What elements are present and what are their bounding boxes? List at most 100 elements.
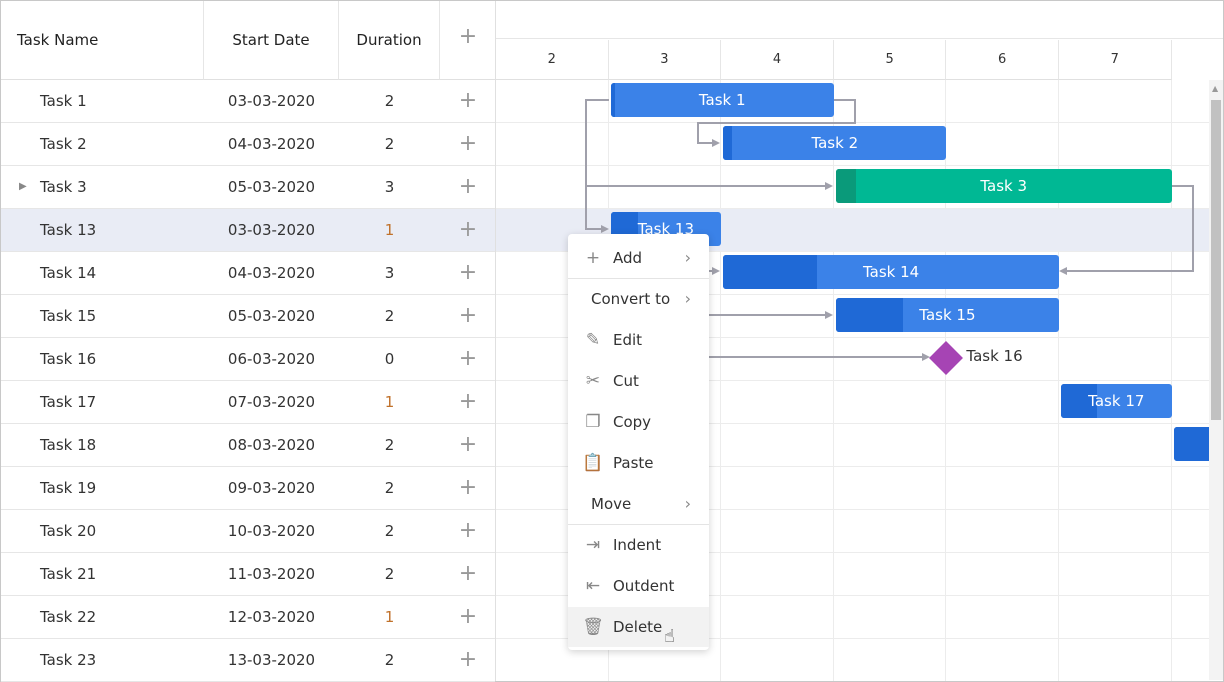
menu-item-indent[interactable]: ⇥ Indent [568,525,709,565]
add-row-icon[interactable]: + [458,88,478,113]
progress-fill [610,83,616,117]
start-date-cell: 09-03-2020 [227,479,316,497]
add-row-icon[interactable]: + [458,260,478,285]
task-name-cell: Task 16 [40,350,97,368]
grid-row-line [496,337,1223,338]
table-row[interactable]: Task 13 03-03-2020 1 + [1,209,495,252]
duration-cell: 2 [384,436,395,454]
task-bar-label: Task 3 [980,177,1028,195]
table-row[interactable]: Task 14 04-03-2020 3 + [1,252,495,295]
menu-item-label: Convert to [591,290,671,308]
menu-item-convert-to[interactable]: Convert to › [568,279,709,319]
table-row[interactable]: Task 19 09-03-2020 2 + [1,467,495,510]
menu-item-delete[interactable]: 🗑 Delete ☝ [568,607,709,647]
add-row-icon[interactable]: + [458,475,478,500]
grid-row-line [496,466,1223,467]
connector-task1-task13 [585,186,602,230]
table-row[interactable]: Task 2 04-03-2020 2 + [1,123,495,166]
header-task-name[interactable]: Task Name [1,1,204,80]
duration-cell: 1 [384,608,395,626]
table-row[interactable]: Task 16 06-03-2020 0 + [1,338,495,381]
table-row[interactable]: Task 18 08-03-2020 2 + [1,424,495,467]
outdent-icon: ⇤ [585,576,601,596]
scroll-up-arrow-icon[interactable]: ▲ [1212,84,1219,93]
scrollbar-thumb[interactable] [1211,100,1221,420]
table-row[interactable]: Task 17 07-03-2020 1 + [1,381,495,424]
table-row[interactable]: Task 1 03-03-2020 2 + [1,80,495,123]
table-row[interactable]: ▶ Task 3 05-03-2020 3 + [1,166,495,209]
task-bar[interactable]: Task 17 [1061,384,1172,418]
add-row-icon[interactable]: + [458,346,478,371]
grid-row-line [496,208,1223,209]
duration-cell: 3 [384,178,395,196]
progress-fill [835,298,903,332]
start-date-cell: 03-03-2020 [227,221,316,239]
progress-fill [723,126,733,160]
menu-item-label: Cut [613,372,639,390]
duration-cell: 2 [384,522,395,540]
grid-row-line [496,423,1223,424]
start-date-cell: 07-03-2020 [227,393,316,411]
timeline-day-header: 6 [946,40,1059,80]
menu-item-move[interactable]: Move › [568,484,709,524]
add-row-icon[interactable]: + [458,389,478,414]
menu-item-paste[interactable]: 📋 Paste [568,443,709,483]
table-row[interactable]: Task 22 12-03-2020 1 + [1,596,495,639]
task-name-cell: Task 18 [40,436,97,454]
start-date-cell: 13-03-2020 [227,651,316,669]
grid-row-line [496,251,1223,252]
task-name-cell: Task 19 [40,479,97,497]
start-date-cell: 11-03-2020 [227,565,316,583]
menu-item-add[interactable]: + Add › [568,238,709,278]
start-date-cell: 06-03-2020 [227,350,316,368]
table-row[interactable]: Task 21 11-03-2020 2 + [1,553,495,596]
expand-arrow-icon[interactable]: ▶ [19,181,27,192]
clipboard-icon: 📋 [582,453,604,473]
task-bar-label: Task 14 [862,263,920,281]
timeline-day-header: 7 [1059,40,1172,80]
task-bar-label: Task 1 [698,91,746,109]
add-row-icon[interactable]: + [458,174,478,199]
vertical-scrollbar[interactable]: ▲ [1209,80,1223,680]
menu-item-copy[interactable]: ❐ Copy [568,402,709,442]
menu-item-label: Paste [613,454,654,472]
table-row[interactable]: Task 23 13-03-2020 2 + [1,639,495,682]
add-row-icon[interactable]: + [458,604,478,629]
task-bar[interactable]: Task 14 [723,255,1059,289]
menu-item-edit[interactable]: ✎ Edit [568,320,709,360]
duration-cell: 2 [384,651,395,669]
task-bar[interactable]: Task 3 [835,169,1172,203]
timeline-day-header: 2 [496,40,609,80]
milestone-label: Task 16 [966,347,1023,365]
connector-task1-task3 [585,99,826,187]
task-bar[interactable]: Task 1 [610,83,834,117]
duration-cell: 2 [384,307,395,325]
add-row-icon[interactable]: + [458,303,478,328]
add-row-icon[interactable]: + [458,647,478,672]
add-row-icon[interactable]: + [458,518,478,543]
add-row-icon[interactable]: + [458,561,478,586]
task-name-cell: Task 23 [40,651,97,669]
header-duration[interactable]: Duration [339,1,440,80]
task-bar[interactable]: Task 15 [835,298,1059,332]
task-name-cell: Task 13 [40,221,97,239]
add-column-button[interactable]: + [440,1,496,80]
duration-cell: 0 [384,350,395,368]
add-row-icon[interactable]: + [458,217,478,242]
chevron-right-icon: › [684,494,691,513]
header-start-date[interactable]: Start Date [204,1,339,80]
start-date-cell: 03-03-2020 [227,92,316,110]
table-row[interactable]: Task 15 05-03-2020 2 + [1,295,495,338]
task-bar[interactable]: Task 2 [723,126,947,160]
connector-task1-task2 [697,99,856,144]
table-row[interactable]: Task 20 10-03-2020 2 + [1,510,495,553]
menu-item-cut[interactable]: ✂ Cut [568,361,709,401]
add-row-icon[interactable]: + [458,432,478,457]
timeline-day-header: 5 [833,40,947,80]
menu-item-outdent[interactable]: ⇤ Outdent [568,566,709,606]
indent-icon: ⇥ [585,535,601,555]
add-row-icon[interactable]: + [458,131,478,156]
progress-fill [835,169,856,203]
timeline-day-header: 4 [721,40,834,80]
